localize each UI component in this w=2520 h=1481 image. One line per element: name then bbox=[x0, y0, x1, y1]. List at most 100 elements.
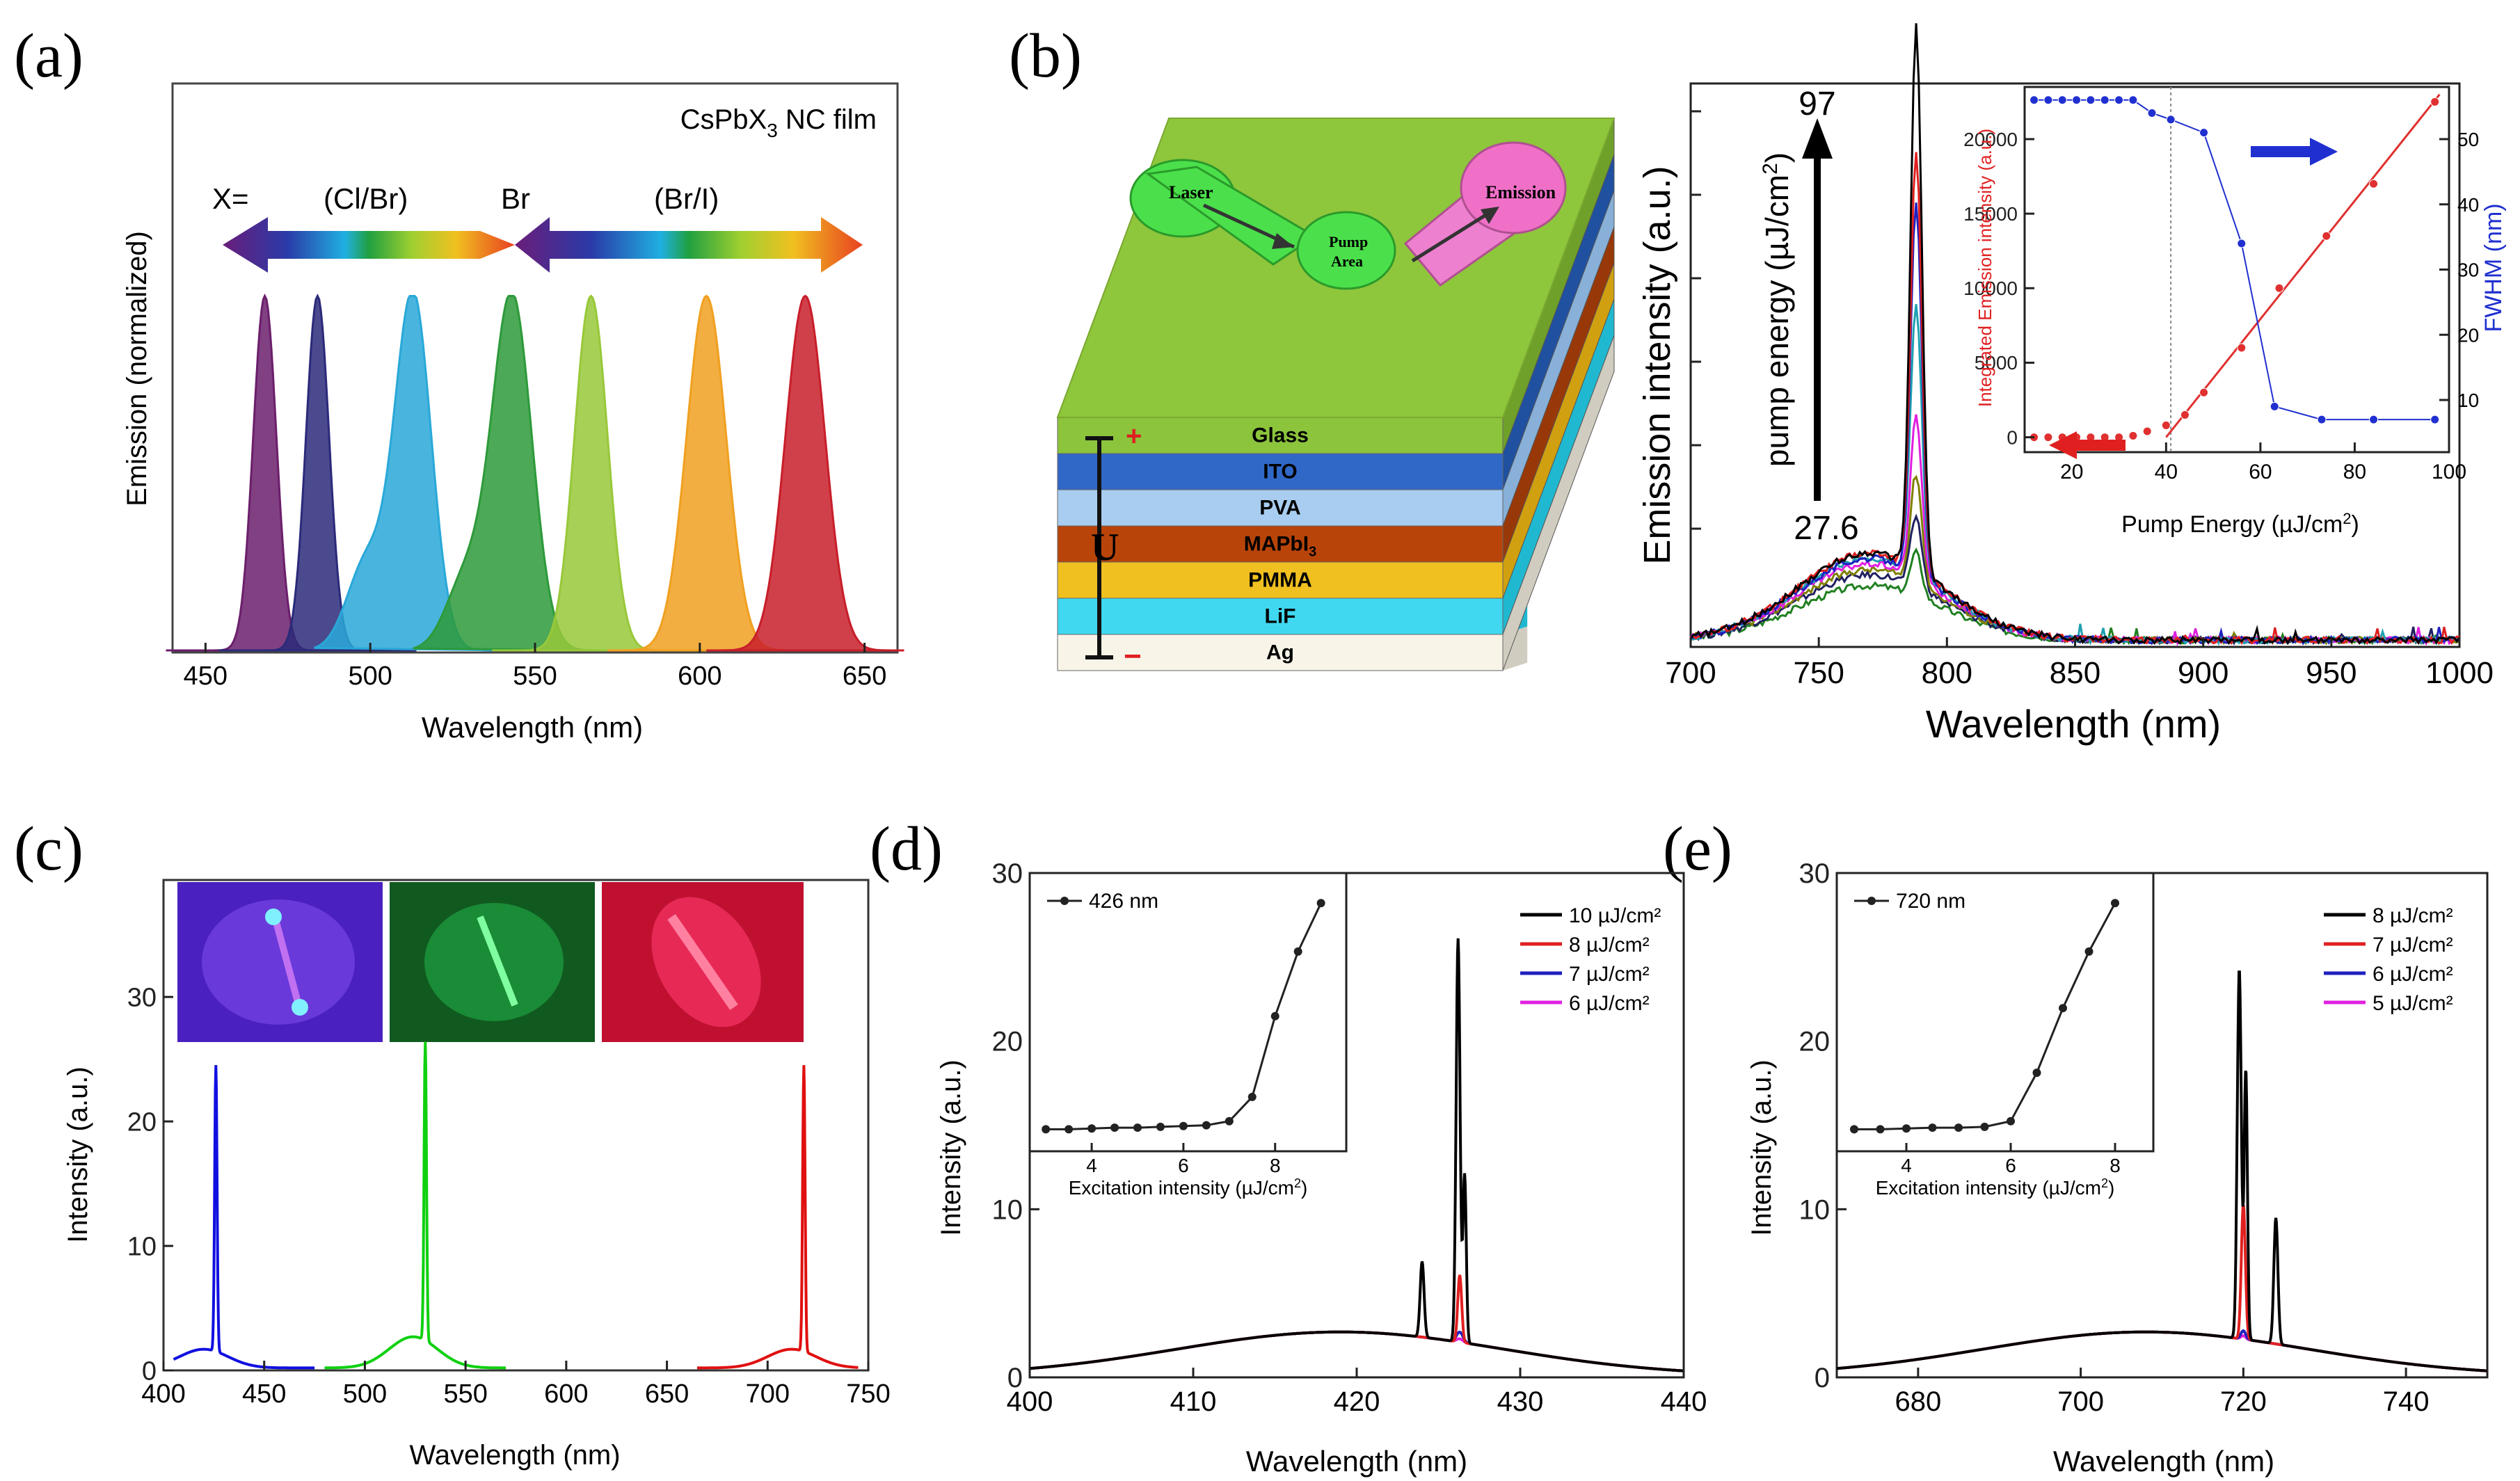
panel-label-c: (c) bbox=[14, 815, 83, 883]
panel-e-ytick-label: 30 bbox=[1799, 858, 1831, 889]
d-inset-point bbox=[1225, 1116, 1234, 1126]
d-inset-point bbox=[1133, 1123, 1142, 1132]
panel-b-xtick-label: 950 bbox=[2306, 656, 2356, 690]
e-inset-point bbox=[1928, 1123, 1937, 1132]
device-layer bbox=[1057, 489, 1504, 527]
halide-label-bri: (Br/I) bbox=[654, 182, 719, 215]
e-inset-point bbox=[2084, 947, 2094, 956]
panel-d-ytick-label: 0 bbox=[1007, 1363, 1023, 1393]
inset-b-series bbox=[2029, 93, 2441, 442]
intensity-point bbox=[2180, 410, 2190, 419]
device-layer-label: PMMA bbox=[1248, 568, 1312, 591]
panel-a-xtick-label: 650 bbox=[843, 662, 886, 691]
photo-green-wire bbox=[477, 915, 518, 1007]
intensity-point bbox=[2142, 426, 2152, 436]
pump-label: Pump bbox=[1329, 233, 1368, 250]
inset-e-series: 4 6 8 720 nm Excitation intensity (µJ/cm2) bbox=[1850, 890, 2121, 1199]
panel-label-b: (b) bbox=[1009, 22, 1082, 90]
e-inset-point bbox=[2032, 1068, 2041, 1078]
threshold-fit-line bbox=[2165, 93, 2441, 438]
panel-e-xtick-label: 720 bbox=[2220, 1386, 2267, 1417]
pump-arrow-label: pump energy (µJ/cm2) bbox=[1759, 152, 1795, 467]
halide-label-x: X= bbox=[212, 182, 249, 215]
panel-b-xtick-label: 750 bbox=[1793, 656, 1844, 690]
e-series-3 bbox=[1837, 1330, 2487, 1372]
fwhm-point bbox=[2369, 415, 2379, 424]
d-inset-point bbox=[1110, 1123, 1119, 1132]
panel-d-series bbox=[1030, 938, 1684, 1372]
intensity-point bbox=[2128, 431, 2138, 440]
e-inset-point bbox=[1980, 1122, 1989, 1131]
d-inset-point bbox=[1156, 1122, 1165, 1131]
inset-b-ticks: 20 40 60 80 100 0 5000 10000 15000 20000 10 20 30 40 5… bbox=[1963, 129, 2479, 483]
panel-a-title: CsPbX3 NC film bbox=[680, 104, 877, 141]
panel-c-ytick-label: 20 bbox=[127, 1107, 157, 1137]
fwhm-point bbox=[2072, 95, 2082, 105]
d-inset-point bbox=[1064, 1125, 1074, 1134]
panel-c-xtick-label: 650 bbox=[645, 1379, 689, 1409]
e-inset-point bbox=[1954, 1123, 1963, 1132]
e-inset-point bbox=[2059, 1004, 2067, 1013]
d-inset-xtick-label: 8 bbox=[1270, 1155, 1281, 1176]
fwhm-point bbox=[2114, 95, 2124, 105]
d-legend-label: 6 µJ/cm² bbox=[1569, 992, 1650, 1015]
inset-b-right-ytick-label: 20 bbox=[2457, 324, 2479, 346]
inset-b-frame bbox=[2023, 86, 2450, 454]
panel-d-xtick-label: 400 bbox=[1007, 1386, 1053, 1417]
inset-b-right-ytick-label: 50 bbox=[2457, 129, 2479, 150]
inset-b-right-ytick-label: 40 bbox=[2457, 194, 2479, 216]
e-legend-label: 7 µJ/cm² bbox=[2373, 934, 2453, 956]
d-inset-point bbox=[1247, 1092, 1257, 1101]
panel-b-xtick-label: 800 bbox=[1922, 656, 1972, 690]
photo-red-wire bbox=[667, 914, 738, 1010]
emission-peak-484 bbox=[218, 293, 417, 652]
panel-b-main: 700 750 800 850 900 950 1000 Wavelength (nm) E… bbox=[1636, 23, 2494, 746]
fwhm-point bbox=[2317, 415, 2327, 424]
halide-arrow-left bbox=[223, 217, 515, 273]
e-inset-point bbox=[2111, 899, 2119, 908]
panel-b-inset: 20 40 60 80 100 0 5000 10000 15000 20000 10 20 30 40 5… bbox=[1963, 86, 2507, 538]
fwhm-point bbox=[2270, 401, 2279, 411]
laser-label: Laser bbox=[1169, 182, 1213, 202]
intensity-point bbox=[2322, 231, 2331, 241]
red-arrow bbox=[2049, 431, 2126, 459]
photo-blue-spot-top bbox=[265, 908, 282, 925]
device-layer-label: MAPbI3 bbox=[1244, 532, 1316, 559]
d-legend-label: 7 µJ/cm² bbox=[1569, 963, 1650, 986]
lasing-series-blue bbox=[173, 1065, 315, 1370]
d-legend-label: 8 µJ/cm² bbox=[1569, 934, 1650, 956]
fwhm-line bbox=[2034, 99, 2435, 421]
fwhm-point bbox=[2086, 95, 2096, 105]
device-layer bbox=[1057, 453, 1504, 490]
intensity-point bbox=[2161, 420, 2171, 430]
e-inset-xtick-label: 8 bbox=[2110, 1155, 2121, 1176]
pump-area-spot bbox=[1296, 211, 1396, 290]
e-legend-label: 8 µJ/cm² bbox=[2373, 904, 2453, 927]
voltage-plus: + bbox=[1126, 421, 1142, 451]
panel-c-ytick-label: 0 bbox=[142, 1356, 157, 1386]
panel-d-ytick-label: 10 bbox=[992, 1194, 1023, 1225]
e-inset-xlabel: Excitation intensity (µJ/cm2) bbox=[1876, 1176, 2115, 1199]
voltage-minus: − bbox=[1124, 639, 1142, 673]
e-inset-legend-label: 720 nm bbox=[1896, 890, 1965, 913]
panel-d-xtick-label: 430 bbox=[1497, 1386, 1544, 1417]
panel-a-ylabel: Emission (normalized) bbox=[122, 231, 152, 506]
d-inset-legend-label: 426 nm bbox=[1089, 890, 1158, 913]
e-inset-point bbox=[1902, 1124, 1911, 1133]
device-layer bbox=[1057, 561, 1504, 599]
panel-label-a: (a) bbox=[14, 22, 83, 90]
pump-arrow-top: 97 bbox=[1799, 86, 1835, 122]
inset-b-left-ytick-label: 20000 bbox=[1963, 129, 2018, 150]
e-series-2 bbox=[1837, 1329, 2487, 1372]
lasing-series-green bbox=[324, 1041, 506, 1370]
inset-b-xlabel: Pump Energy (µJ/cm2) bbox=[2121, 510, 2359, 538]
panel-c-xtick-label: 750 bbox=[846, 1379, 890, 1409]
fwhm-point bbox=[2430, 415, 2440, 424]
panel-c-series bbox=[173, 1041, 859, 1370]
panel-c-ytick-label: 10 bbox=[127, 1232, 157, 1261]
panel-a-xtick-label: 500 bbox=[348, 662, 392, 691]
d-inset-xtick-label: 4 bbox=[1086, 1155, 1097, 1176]
panel-c-frame bbox=[162, 879, 870, 1372]
d-inset-point bbox=[1087, 1124, 1096, 1133]
panel-a-xtick-label: 550 bbox=[513, 662, 557, 691]
